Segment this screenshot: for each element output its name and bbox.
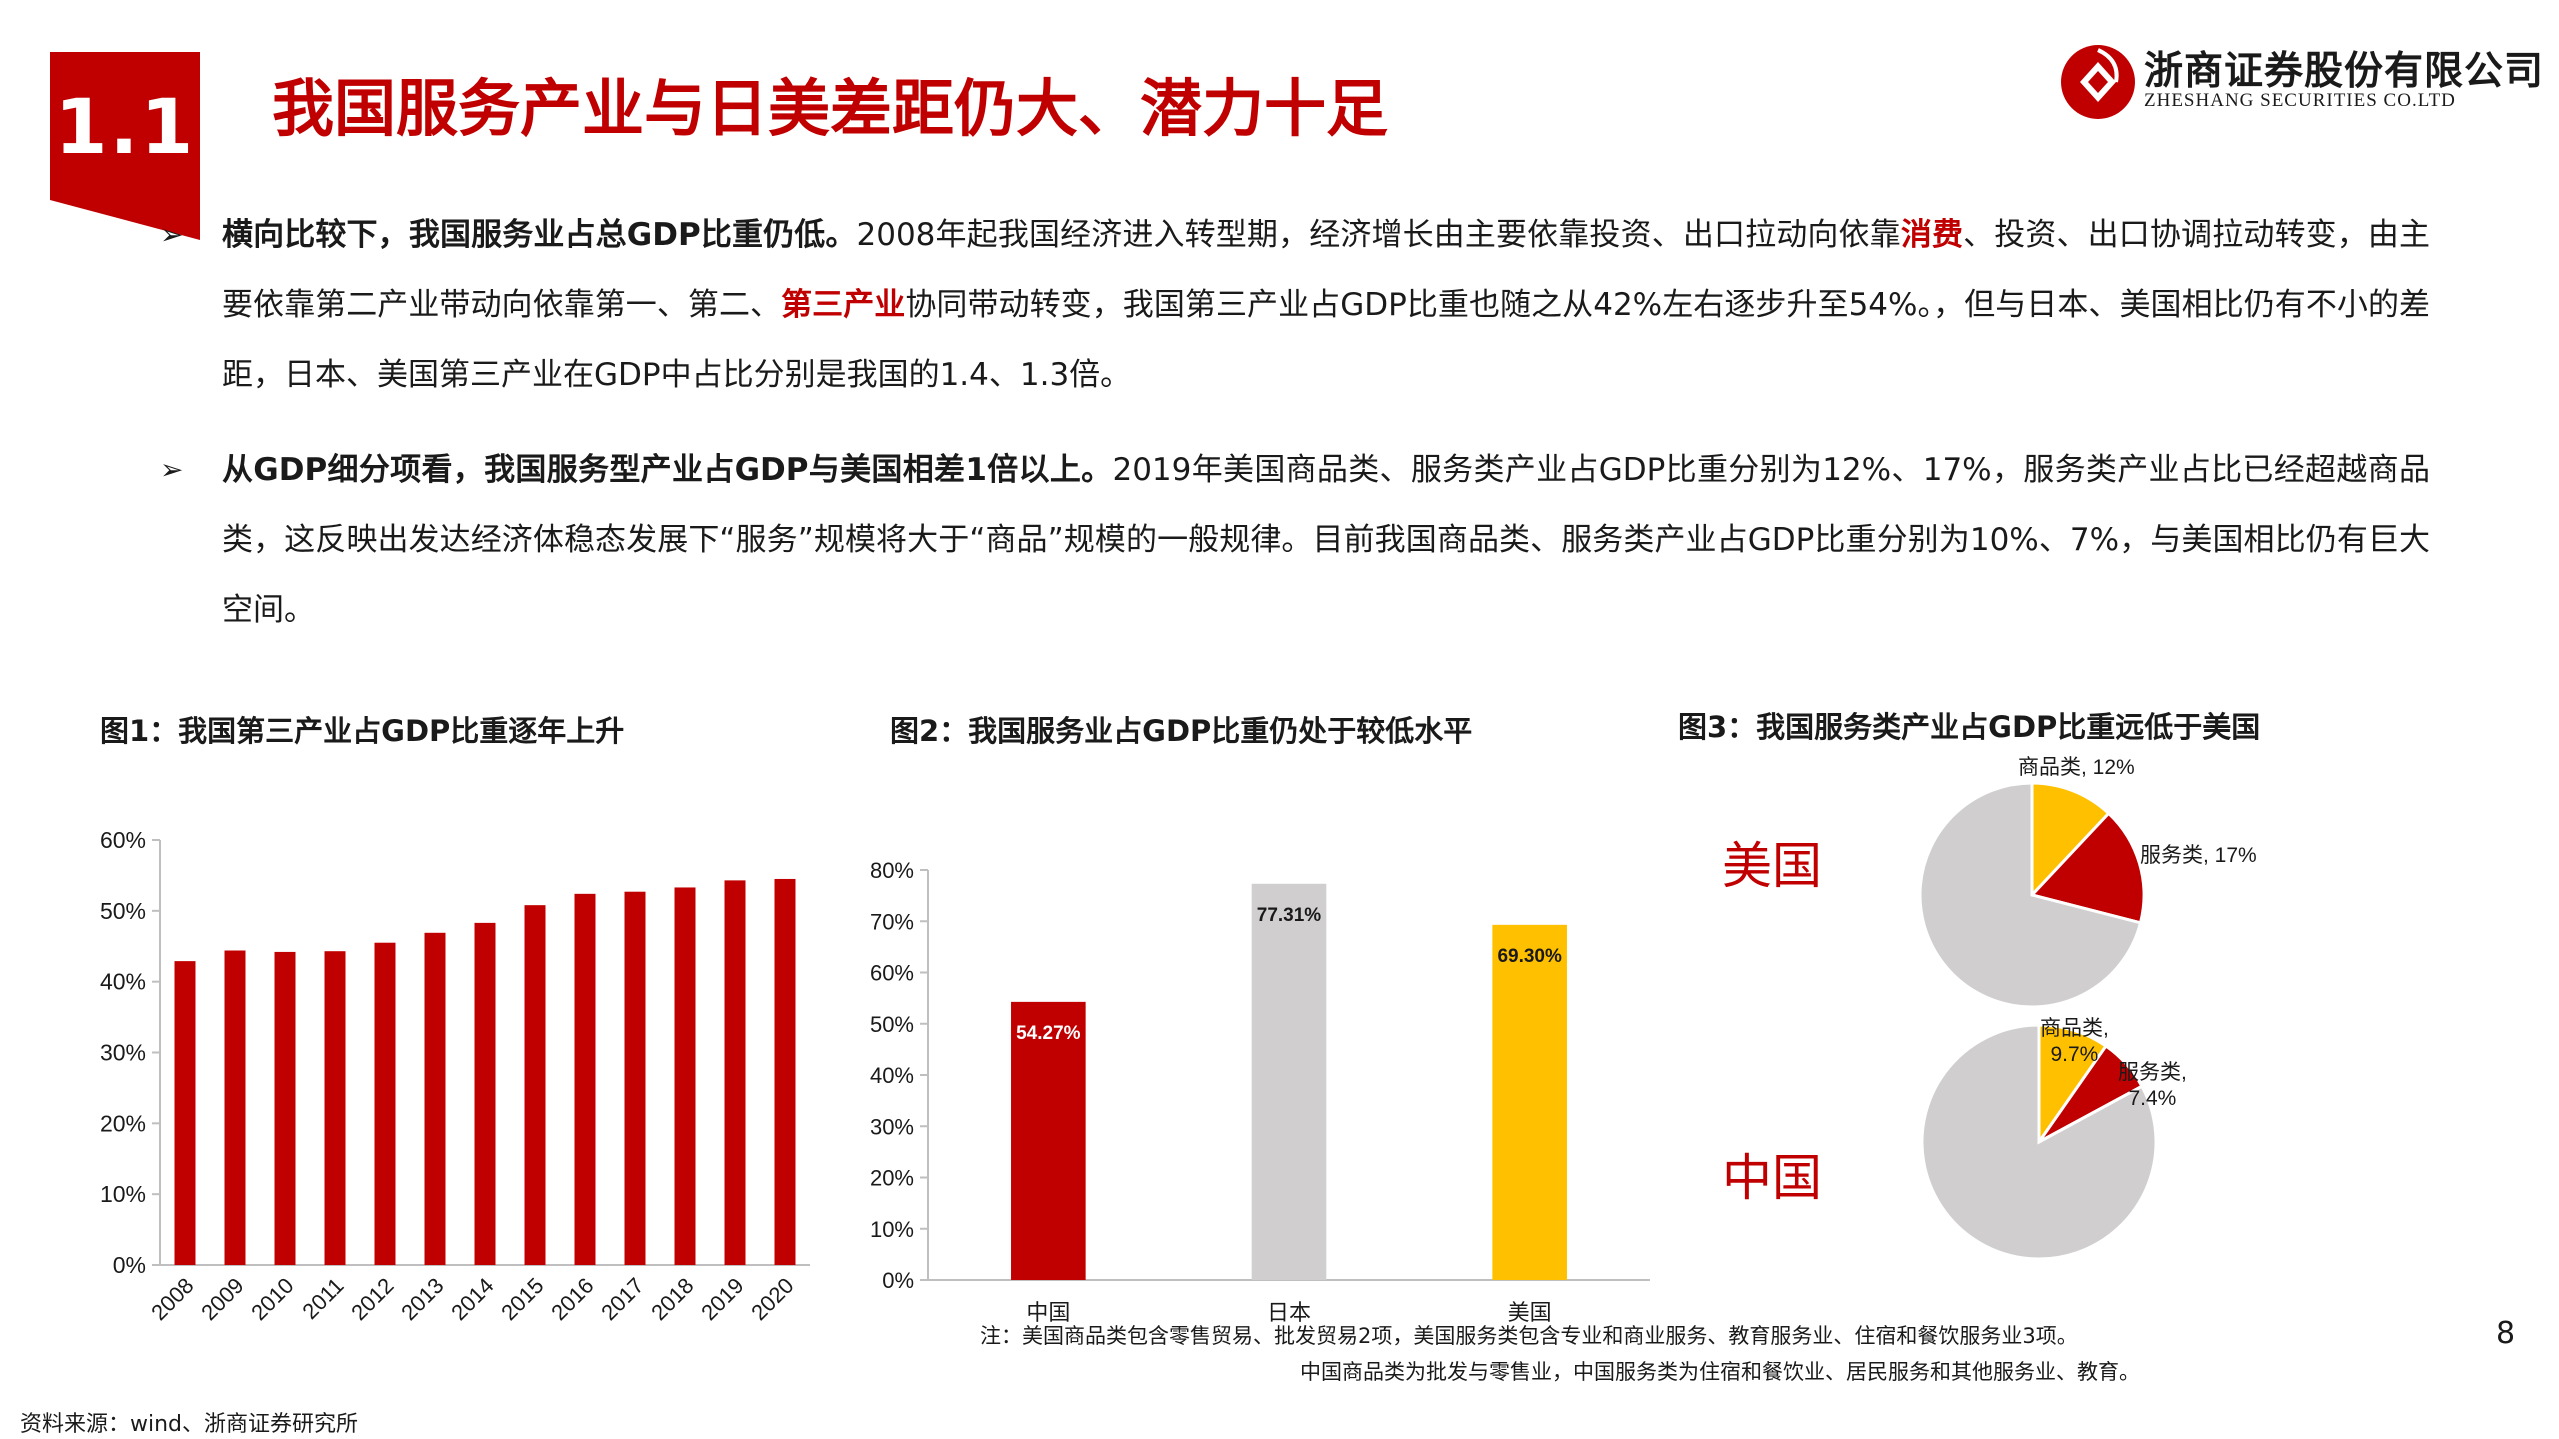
page-title: 我国服务产业与日美差距仍大、潜力十足	[272, 72, 1389, 145]
bullet-2: ➢ 从GDP细分项看，我国服务型产业占GDP与美国相差1倍以上。2019年美国商…	[160, 435, 2430, 645]
chart1-x-tick-label: 2010	[246, 1273, 298, 1325]
chart1-bar	[424, 932, 446, 1265]
zheshang-logo-icon	[2061, 45, 2135, 119]
chart2-y-tick-label: 80%	[870, 858, 914, 883]
chart3-pie-charts	[1918, 781, 2158, 1261]
chart2-data-label: 54.27%	[1016, 1023, 1081, 1044]
fig2-title: 图2：我国服务业占GDP比重仍处于较低水平	[890, 714, 1473, 748]
chart1-bar	[724, 880, 746, 1265]
chart2-data-label: 69.30%	[1497, 946, 1562, 967]
logo-chinese-name: 浙商证券股份有限公司	[2144, 49, 2545, 94]
chart1-x-tick-label: 2015	[496, 1273, 548, 1325]
bullet-1-text: 横向比较下，我国服务业占总GDP比重仍低。2008年起我国经济进入转型期，经济增…	[222, 200, 2430, 410]
chart2-bar	[1011, 1001, 1086, 1280]
chart1-bar	[474, 922, 496, 1265]
pie-china-name: 中国	[1722, 1149, 1822, 1207]
pie-0-slice-0	[2030, 781, 2111, 899]
bullet-1-highlight-1: 消费	[1900, 217, 1964, 253]
chart1-x-tick-label: 2014	[446, 1273, 498, 1325]
chart1-bar	[674, 887, 696, 1265]
chart2-y-tick-label: 50%	[870, 1012, 914, 1037]
chart1-y-tick-label: 0%	[113, 1252, 146, 1278]
pie-0-slice-1	[2029, 811, 2146, 925]
bullet-1-part3: 协同带动转变，我国第三产业占GDP比重也随之从42%左右逐步升至54%。，但与日…	[222, 287, 2431, 393]
note-line-2: 中国商品类为批发与零售业，中国服务类为住宿和餐饮业、居民服务和其他服务业、教育。	[1300, 1360, 2140, 1384]
pie-usa-label-services: 服务类, 17%	[2140, 844, 2257, 867]
chart1-bar	[774, 878, 796, 1265]
chart1-x-tick-label: 2013	[396, 1273, 448, 1325]
source-note: 资料来源：wind、浙商证券研究所	[20, 1412, 359, 1437]
pie-0-slice-2	[1918, 781, 2143, 1009]
chart1-bar	[324, 951, 346, 1265]
chart2-bar-chart: 0% 10% 20% 30% 40% 50% 60% 70% 80% 54.27% 中国 77.31%…	[870, 858, 1650, 1325]
chart1-x-tick-label: 2018	[646, 1273, 698, 1325]
chart1-y-tick-label: 30%	[100, 1040, 146, 1066]
chart1-bar	[274, 951, 296, 1265]
chart2-bar	[1492, 924, 1567, 1280]
bullet-1-part2: 、投资、出口协调拉动转变，由主要依靠第二产业带动向依靠第一、第二、	[222, 217, 2431, 323]
pie-1-slice-2	[1920, 1023, 2158, 1261]
bullet-2-part1: 2019年美国商品类、服务类产业占GDP比重分别为12%、17%，服务类产业占比…	[222, 452, 2430, 628]
chart2-y-tick-label: 40%	[870, 1063, 914, 1088]
chart1-y-tick-label: 10%	[100, 1181, 146, 1207]
section-number: 1.1	[54, 81, 196, 171]
chart1-bar	[624, 891, 646, 1265]
chart1-bar	[574, 893, 596, 1265]
pie-usa-name: 美国	[1722, 837, 1822, 895]
chart1-bar	[224, 950, 246, 1265]
chart2-y-tick-label: 20%	[870, 1166, 914, 1191]
chart1-x-tick-label: 2016	[546, 1273, 598, 1325]
chart1-x-tick-label: 2019	[696, 1273, 748, 1325]
chart2-x-tick-label: 中国	[1026, 1300, 1070, 1325]
chart1-x-tick-label: 2009	[196, 1273, 248, 1325]
arrow-bullet-icon: ➢	[160, 218, 184, 251]
chart1-x-tick-label: 2020	[746, 1273, 798, 1325]
fig3-title: 图3：我国服务类产业占GDP比重远低于美国	[1678, 710, 2261, 744]
chart2-y-tick-label: 30%	[870, 1114, 914, 1139]
chart1-bar	[524, 905, 546, 1265]
chart1-y-tick-label: 40%	[100, 969, 146, 995]
bullet-1: ➢ 横向比较下，我国服务业占总GDP比重仍低。2008年起我国经济进入转型期，经…	[160, 200, 2430, 410]
bullet-1-lead: 横向比较下，我国服务业占总GDP比重仍低。	[222, 217, 857, 253]
arrow-bullet-icon: ➢	[160, 453, 184, 486]
pie-china-label-goods: 商品类, 9.7%	[2040, 1017, 2109, 1066]
chart2-y-tick-label: 10%	[870, 1217, 914, 1242]
bullet-2-text: 从GDP细分项看，我国服务型产业占GDP与美国相差1倍以上。2019年美国商品类…	[222, 435, 2430, 645]
company-logo: 浙商证券股份有限公司 ZHESHANG SECURITIES CO.LTD	[2058, 38, 2543, 124]
chart1-y-tick-label: 50%	[100, 898, 146, 924]
chart2-bar	[1251, 883, 1327, 1280]
chart1-x-tick-label: 2012	[346, 1273, 398, 1325]
chart2-y-tick-label: 60%	[870, 961, 914, 986]
bullet-1-part1: 2008年起我国经济进入转型期，经济增长由主要依靠投资、出口拉动向依靠	[856, 217, 1901, 253]
pie-usa-label-goods: 商品类, 12%	[2018, 756, 2135, 779]
bullet-2-lead: 从GDP细分项看，我国服务型产业占GDP与美国相差1倍以上。	[222, 452, 1113, 488]
chart1-x-tick-label: 2011	[297, 1273, 348, 1324]
chart1-bar-chart: 0% 10% 20% 30% 40% 50% 60% 20082009201020112012…	[100, 827, 810, 1325]
pie-china-label-services: 服务类, 7.4%	[2118, 1061, 2187, 1110]
chart2-y-tick-label: 0%	[882, 1268, 914, 1293]
chart1-x-tick-label: 2008	[146, 1273, 198, 1325]
page-number: 8	[2496, 1316, 2516, 1351]
fig1-title: 图1：我国第三产业占GDP比重逐年上升	[100, 714, 625, 748]
chart2-x-tick-label: 美国	[1508, 1300, 1552, 1325]
chart1-bar	[174, 961, 196, 1265]
note-line-1: 注：美国商品类包含零售贸易、批发贸易2项，美国服务类包含专业和商业服务、教育服务…	[980, 1324, 2078, 1348]
chart1-y-tick-label: 20%	[100, 1110, 146, 1136]
logo-english-name: ZHESHANG SECURITIES CO.LTD	[2144, 90, 2456, 111]
chart1-y-tick-label: 60%	[100, 827, 146, 853]
chart1-bar	[374, 942, 396, 1265]
chart2-y-tick-label: 70%	[870, 909, 914, 934]
chart1-x-tick-label: 2017	[596, 1273, 648, 1325]
chart2-x-tick-label: 日本	[1267, 1300, 1311, 1325]
section-number-badge: 1.1	[50, 52, 200, 240]
chart2-data-label: 77.31%	[1257, 905, 1322, 926]
bullet-1-highlight-2: 第三产业	[781, 287, 906, 323]
